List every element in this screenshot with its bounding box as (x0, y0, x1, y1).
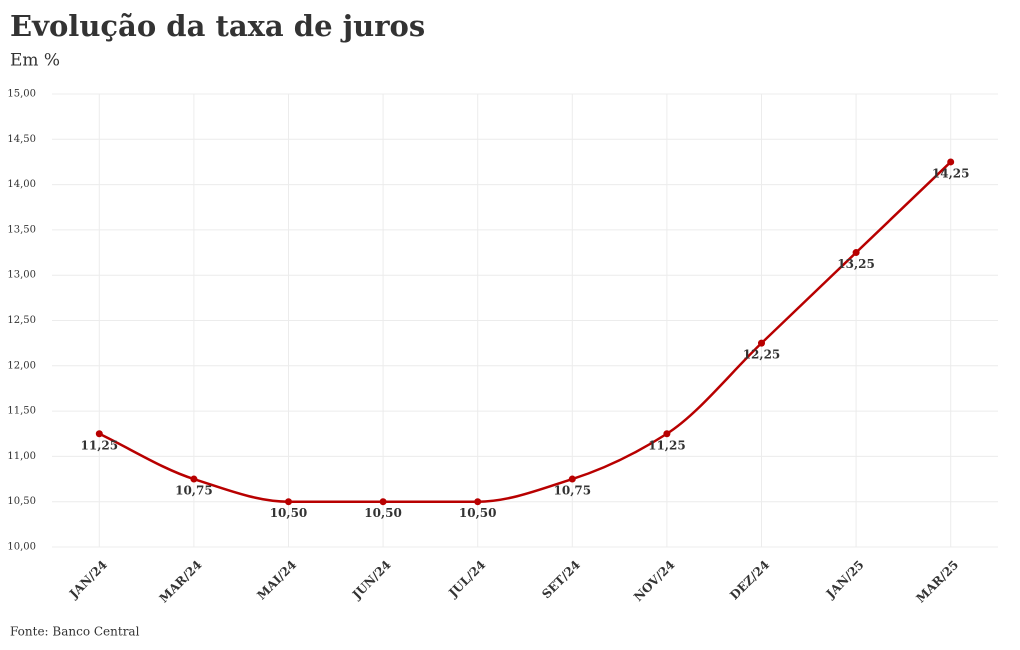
point (95, 430, 103, 438)
point (568, 475, 576, 483)
data-label: 10,75 (554, 484, 592, 498)
x-tick-label: MAR/24 (157, 558, 205, 606)
y-tick-label: 13,50 (7, 224, 36, 235)
y-tick-label: 15,00 (7, 89, 36, 100)
point (190, 475, 198, 483)
point (947, 158, 955, 166)
y-tick-label: 12,50 (7, 315, 36, 326)
point (379, 498, 387, 506)
point (474, 498, 482, 506)
point (285, 498, 292, 506)
x-tick-label: NOV/24 (631, 558, 677, 604)
x-tick-label: JAN/24 (66, 558, 110, 602)
data-label: 13,25 (837, 257, 875, 271)
data-label: 10,50 (364, 506, 402, 520)
data-label: 11,25 (81, 438, 119, 452)
data-label: 12,25 (743, 348, 781, 362)
x-tick-label: DEZ/24 (727, 558, 772, 603)
y-tick-label: 10,50 (7, 496, 36, 507)
x-tick-label: JUL/24 (445, 558, 488, 601)
chart-subtitle: Em % (10, 51, 60, 71)
y-tick-label: 14,50 (7, 134, 36, 145)
y-tick-label: 10,00 (7, 542, 36, 553)
data-label: 11,25 (648, 438, 686, 452)
y-tick-label: 14,00 (7, 179, 36, 190)
y-tick-label: 11,50 (7, 406, 36, 417)
chart-title: Evolução da taxa de juros (10, 9, 425, 43)
x-tick-label: MAI/24 (254, 558, 299, 603)
y-tick-label: 11,00 (7, 451, 36, 462)
data-label: 10,50 (270, 506, 308, 520)
y-tick-label: 13,00 (7, 270, 36, 281)
x-tick-label: MAR/25 (913, 558, 961, 606)
point (852, 249, 860, 257)
point (663, 430, 671, 438)
data-label: 14,25 (932, 166, 970, 180)
x-tick-label: JAN/25 (823, 558, 867, 602)
y-tick-label: 12,00 (7, 360, 36, 371)
x-tick-label: JUN/24 (349, 558, 394, 603)
data-label: 10,50 (459, 506, 497, 520)
data-label: 10,75 (175, 484, 213, 498)
line (98, 161, 952, 503)
source: Fonte: Banco Central (10, 625, 140, 639)
point (758, 339, 765, 347)
x-tick-label: SET/24 (539, 558, 583, 602)
